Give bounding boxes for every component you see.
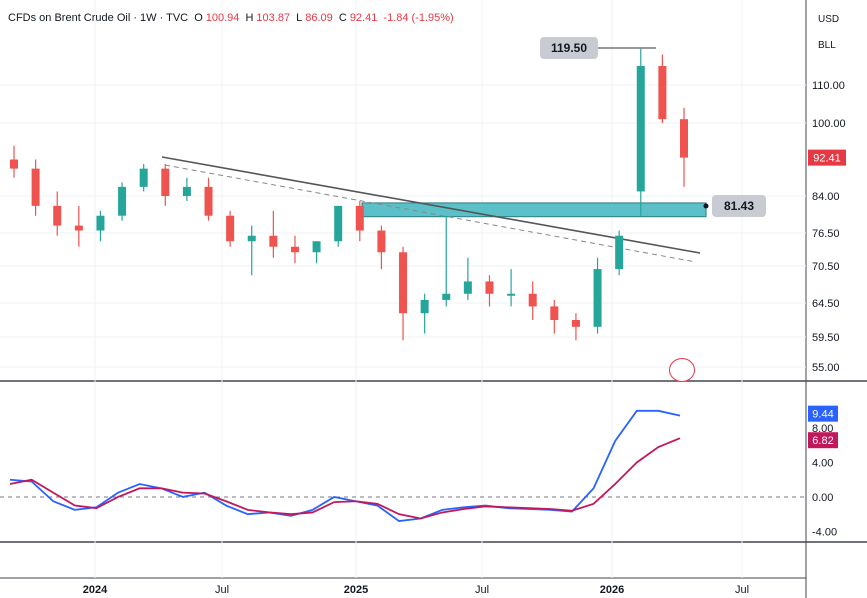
price-tick-label: 84.00 <box>812 191 840 203</box>
open-value: 100.94 <box>205 12 240 24</box>
time-tick-label: Jul <box>215 584 229 596</box>
candle-body <box>507 293 516 296</box>
high-label: H <box>245 12 254 24</box>
price-tick-label: 64.50 <box>812 298 840 310</box>
zone-value: 81.43 <box>724 199 754 213</box>
zone-box <box>712 195 766 217</box>
peak-box <box>540 37 598 59</box>
resistance-zone <box>361 202 707 218</box>
candle-body <box>615 235 624 270</box>
macd-axis[interactable]: -4.00 0.00 4.00 8.00 <box>812 423 837 538</box>
macd-tick-label: 4.00 <box>812 458 833 470</box>
trendline-solid <box>161 156 701 254</box>
zone-callout: 81.43 <box>703 195 766 217</box>
chart-header: CFDs on Brent Crude Oil · 1W · TVC O 100.… <box>8 12 457 24</box>
candle-body <box>10 159 18 169</box>
currency-label[interactable]: USD <box>818 14 840 25</box>
candle-body <box>636 66 645 192</box>
last-price-box <box>808 149 846 166</box>
time-tick-label: 2026 <box>600 584 624 596</box>
last-price-badge: 92.41 <box>808 149 846 166</box>
price-axis[interactable]: 55.00 59.50 64.50 70.50 76.50 84.00 100.00 110.… <box>812 80 846 374</box>
candle-body <box>53 205 62 226</box>
candle-body <box>247 235 256 242</box>
signal-line <box>9 437 681 520</box>
candle-body <box>139 168 148 187</box>
macd-value-box <box>808 405 838 422</box>
change-value: -1.84 (-1.95%) <box>383 12 454 24</box>
candle-body <box>204 186 213 216</box>
candle-body <box>593 269 602 327</box>
symbol-title[interactable]: CFDs on Brent Crude Oil · 1W · TVC <box>8 12 189 24</box>
candle-body <box>312 241 321 253</box>
time-tick-label: Jul <box>735 584 749 596</box>
price-tick-label: 55.00 <box>812 362 840 374</box>
signal-value-box <box>808 432 838 449</box>
candle-body <box>463 281 472 294</box>
trendline <box>161 156 701 263</box>
low-label: L <box>296 12 303 24</box>
candle-body <box>290 246 299 253</box>
candle-body <box>161 168 170 196</box>
macd-tick-label: 8.00 <box>812 423 833 435</box>
candle-body <box>571 320 580 327</box>
candle-body <box>355 205 364 231</box>
time-tick-label: 2025 <box>344 584 368 596</box>
candle-body <box>485 281 494 294</box>
unit-label[interactable]: BLL <box>818 40 836 51</box>
candle-body <box>399 252 408 314</box>
candle-body <box>31 168 40 206</box>
candlesticks <box>10 48 688 341</box>
peak-callout: 119.50 <box>540 37 656 59</box>
candle-body <box>226 215 235 242</box>
candle-body <box>658 66 667 120</box>
macd-value-label: 9.44 <box>812 409 833 421</box>
candle-body <box>377 230 386 253</box>
candle-body <box>420 299 429 314</box>
high-value: 103.87 <box>256 12 291 24</box>
candle-body <box>96 215 105 231</box>
price-tick-label: 110.00 <box>812 80 845 92</box>
candle-body <box>680 119 688 158</box>
time-tick-label: Jul <box>475 584 489 596</box>
candle-body <box>269 235 278 247</box>
candle-body <box>528 293 537 307</box>
time-tick-label: 2024 <box>83 584 108 596</box>
open-label: O <box>194 12 203 24</box>
candle-body <box>118 186 127 216</box>
zone-rect <box>361 202 707 218</box>
macd-pane <box>0 409 806 522</box>
signal-value-label: 6.82 <box>812 435 833 447</box>
macd-tick-label: -4.00 <box>812 526 837 538</box>
macd-tick-label: 0.00 <box>812 492 833 504</box>
close-label: C <box>338 12 347 24</box>
candle-body <box>74 225 83 231</box>
candle-body <box>334 205 343 242</box>
peak-value: 119.50 <box>551 41 587 55</box>
low-value: 86.09 <box>305 12 333 24</box>
price-tick-label: 59.50 <box>812 332 840 344</box>
price-tick-label: 70.50 <box>812 261 840 273</box>
candle-body <box>182 186 191 196</box>
price-tick-label: 76.50 <box>812 228 840 240</box>
candle-body <box>550 306 559 320</box>
time-axis[interactable]: 2024 Jul 2025 Jul 2026 Jul <box>83 584 749 596</box>
close-value: 92.41 <box>349 12 378 24</box>
last-price-value: 92.41 <box>813 153 841 165</box>
zone-anchor <box>703 203 709 209</box>
price-tick-label: 100.00 <box>812 118 846 130</box>
price-labels: 119.50 81.43 92.41 9.44 6.82 <box>540 37 846 449</box>
candle-body <box>442 293 451 300</box>
us-flag-icon[interactable] <box>669 358 695 382</box>
